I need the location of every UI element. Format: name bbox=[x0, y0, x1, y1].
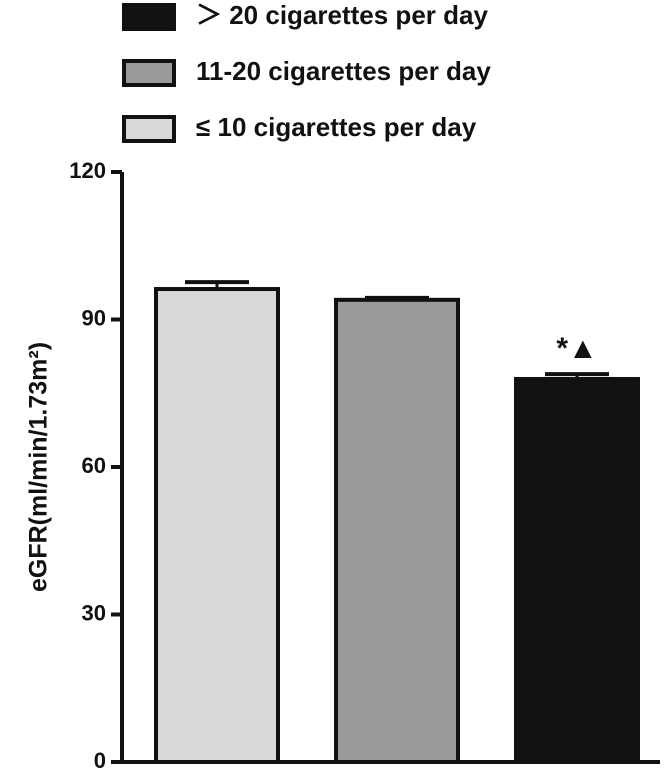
legend-swatch bbox=[122, 59, 176, 87]
legend-label: ＞ 20 cigarettes per day bbox=[196, 0, 488, 30]
annotation: *▲ bbox=[556, 332, 597, 365]
y-tick-label: 60 bbox=[82, 453, 106, 478]
legend-swatch bbox=[122, 115, 176, 143]
y-tick-label: 120 bbox=[69, 158, 106, 183]
legend-swatch bbox=[122, 3, 176, 31]
y-tick-label: 30 bbox=[82, 600, 106, 625]
y-tick-label: 0 bbox=[94, 748, 106, 773]
legend-label: 11-20 cigarettes per day bbox=[196, 56, 491, 86]
y-axis-label: eGFR(ml/min/1.73m²) bbox=[25, 342, 53, 592]
y-tick-label: 90 bbox=[82, 305, 106, 330]
legend-label: ≤ 10 cigarettes per day bbox=[196, 112, 477, 142]
bar bbox=[514, 376, 640, 764]
bar bbox=[334, 297, 460, 764]
bar bbox=[154, 287, 280, 764]
